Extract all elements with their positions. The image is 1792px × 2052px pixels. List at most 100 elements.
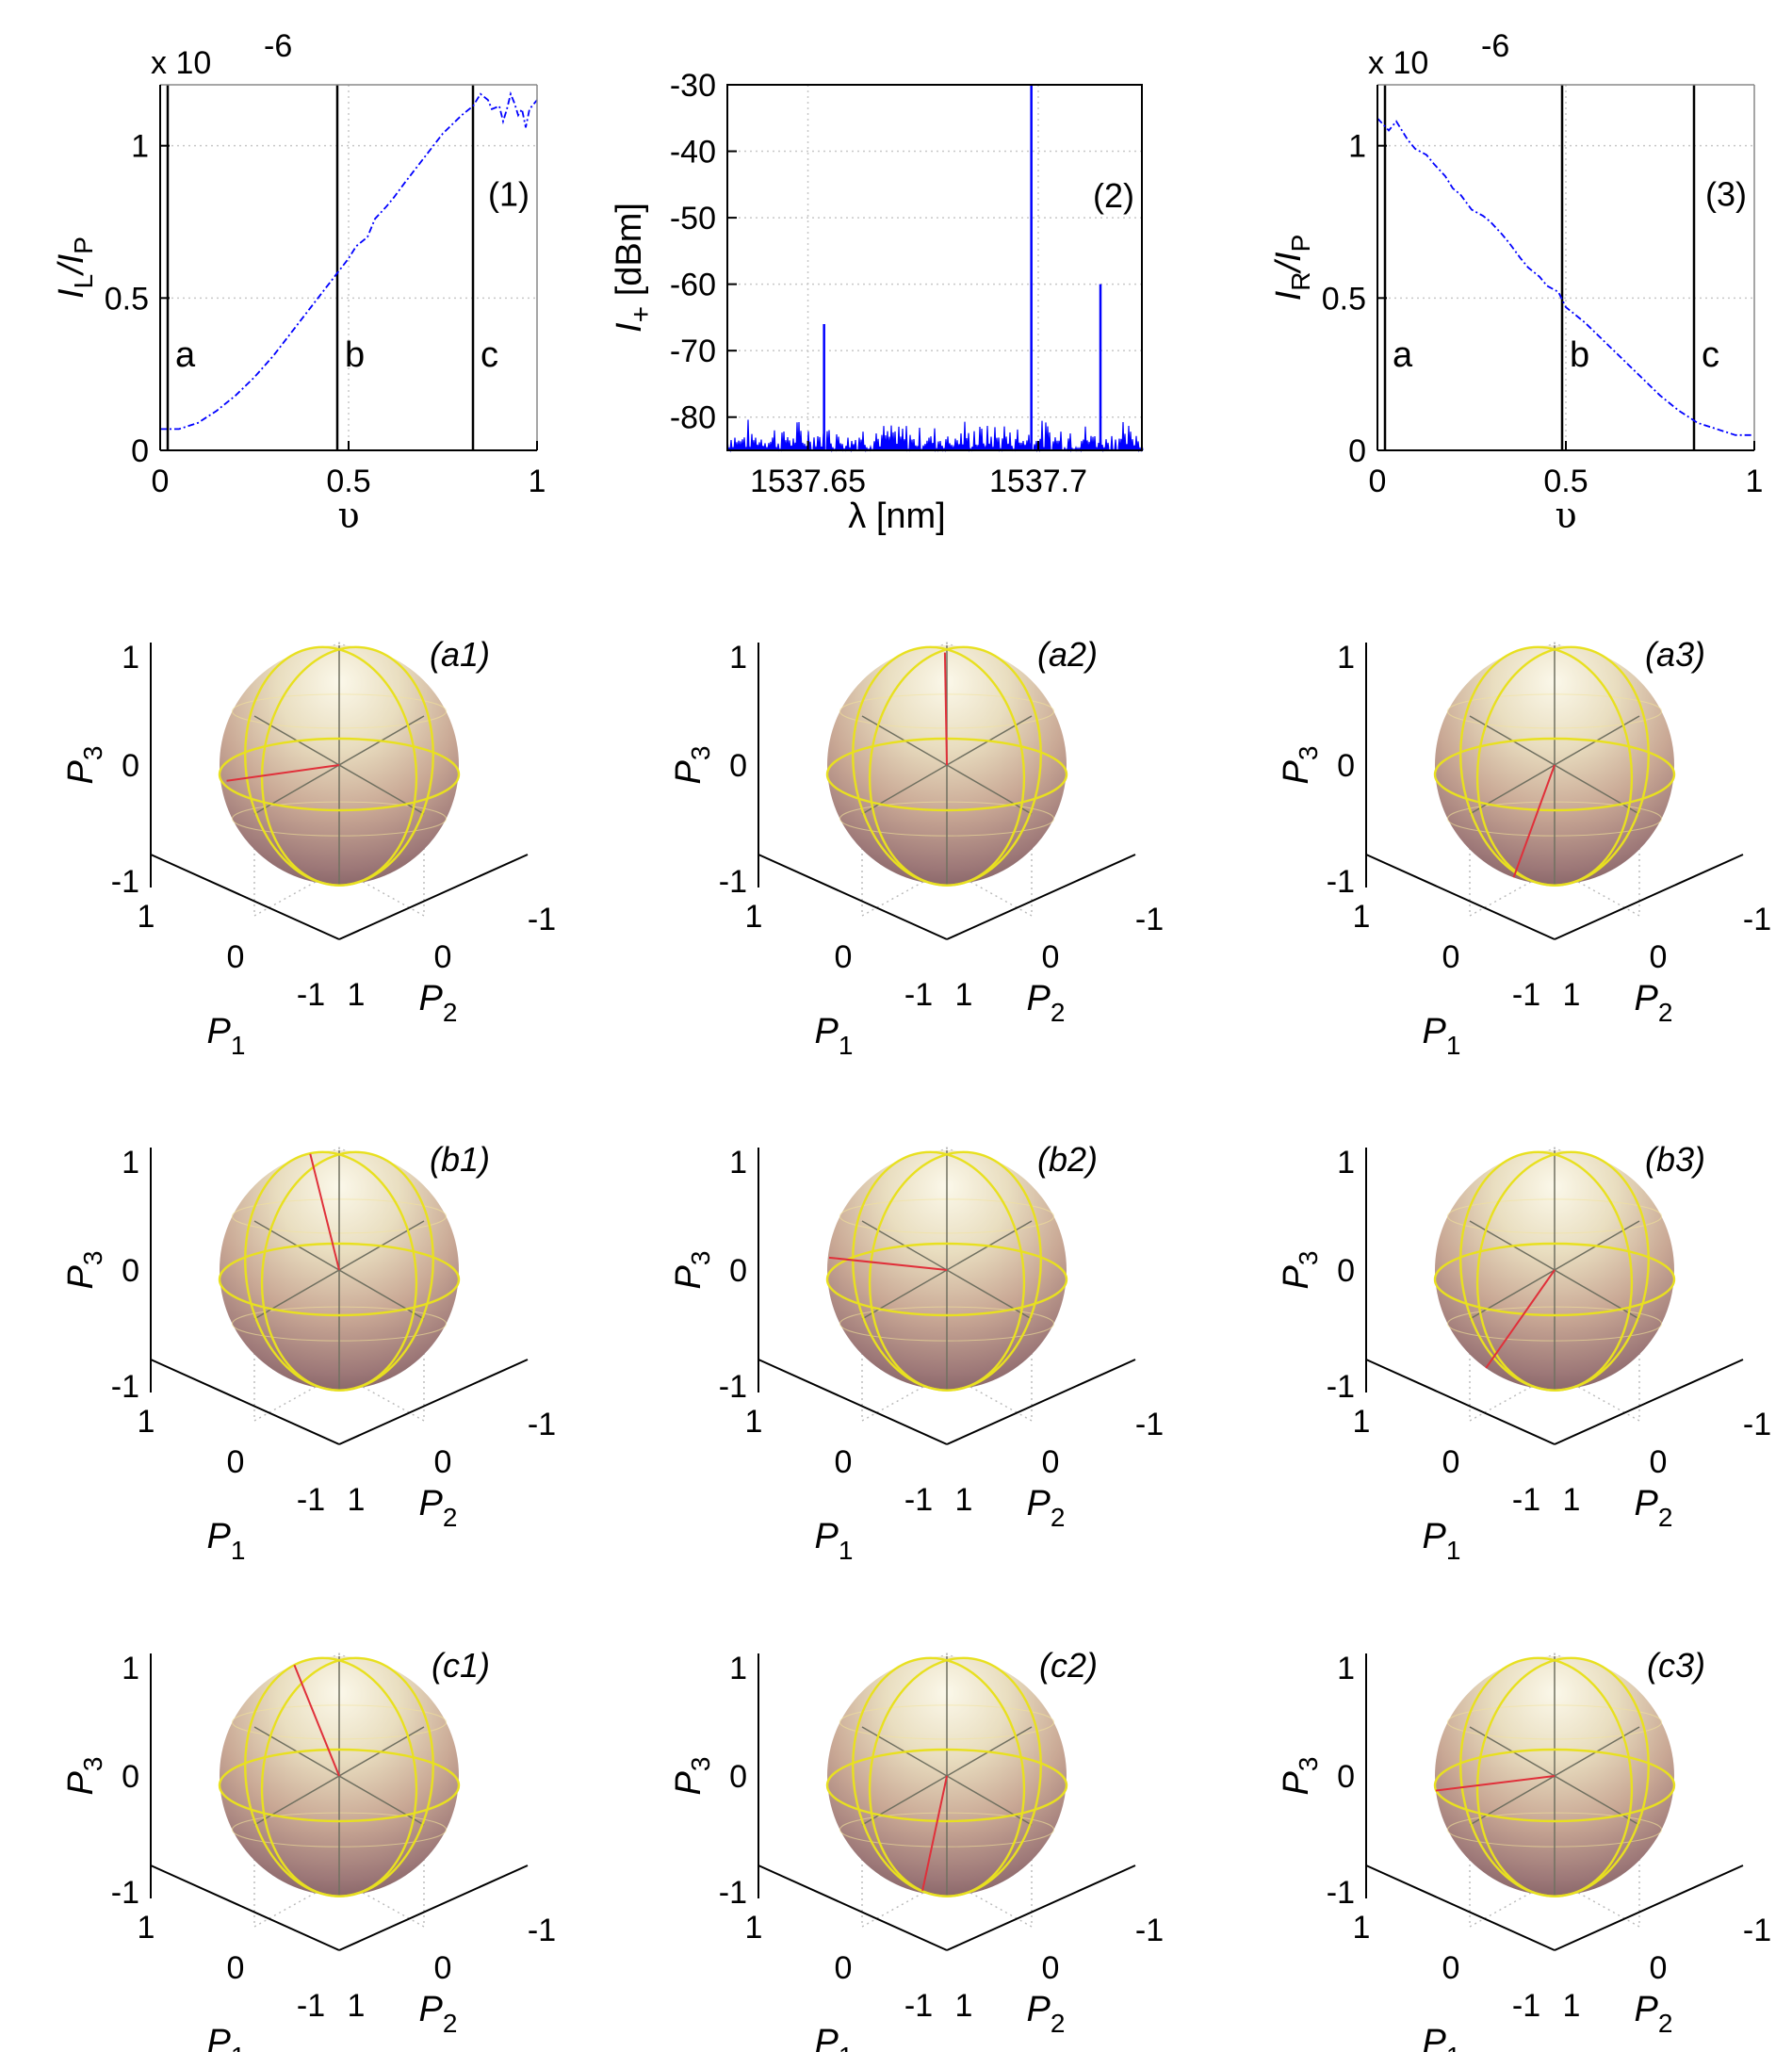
p3-tick-label: -1 (719, 1369, 747, 1405)
p3-tick-label: -1 (111, 864, 139, 900)
p3-tick-label: -1 (1327, 864, 1355, 900)
y-tick-label: -80 (670, 400, 716, 436)
y-axis-label: IR/IP (1269, 235, 1315, 301)
p3-tick-label: 0 (122, 748, 139, 784)
p2-axis-label: P2 (1635, 1990, 1673, 2038)
p3-tick-label: 0 (122, 1759, 139, 1795)
y-tick-label: -70 (670, 334, 716, 369)
p3-tick-label: -1 (111, 1875, 139, 1911)
p2-tick-label: -1 (1135, 1913, 1164, 1948)
marker-label: b (345, 335, 365, 375)
x-tick-label: 0.5 (1543, 464, 1588, 499)
axis-p2 (946, 854, 1136, 940)
stokes-vector (1512, 764, 1556, 878)
p3-tick-label: 0 (1337, 748, 1355, 784)
p2-axis-label: P2 (419, 979, 458, 1027)
p3-tick-label: 0 (122, 1253, 139, 1289)
p1-tick-label: -1 (1512, 977, 1540, 1013)
p2-axis-label: P2 (1635, 1484, 1673, 1532)
marker-label: c (481, 335, 498, 375)
series-line (160, 90, 538, 431)
marker-label: a (1393, 335, 1413, 375)
p2-tick-label: 1 (1563, 1988, 1581, 2024)
p1-tick-label: 0 (835, 1444, 853, 1480)
panel-tag: (c1) (432, 1646, 490, 1685)
p2-tick-label: -1 (1743, 902, 1771, 937)
plot-frame (726, 84, 1143, 451)
x-axis-label: υ (1555, 495, 1576, 536)
p1-axis-label: P1 (207, 1012, 246, 1060)
p2-tick-label: 0 (434, 1950, 452, 1986)
equator-circle (825, 1748, 1068, 1823)
p2-tick-label: 0 (1042, 1950, 1060, 1986)
p3-tick-label: 1 (729, 640, 747, 676)
p3-tick-label: -1 (719, 1875, 747, 1911)
p2-tick-label: 1 (348, 1988, 366, 2024)
p2-tick-label: 1 (955, 977, 973, 1013)
axis-p2 (946, 1865, 1136, 1951)
panel-tag: (b1) (430, 1140, 490, 1179)
axis-p1 (150, 1865, 340, 1951)
p1-tick-label: -1 (297, 977, 325, 1013)
p1-tick-label: 0 (1442, 1950, 1460, 1986)
p2-tick-label: 0 (434, 1444, 452, 1480)
meridian-circle (1475, 1656, 1650, 1897)
panel-tag: (a1) (430, 635, 490, 674)
p2-tick-label: -1 (1743, 1407, 1771, 1442)
p3-tick-label: 1 (1337, 1651, 1355, 1686)
axis-p2 (1554, 1865, 1744, 1951)
panel-tag: (2) (1093, 176, 1134, 215)
p1-tick-label: 0 (227, 1444, 245, 1480)
p3-tick-label: 1 (122, 640, 139, 676)
stokes-vector (828, 1256, 948, 1271)
p1-axis-label: P1 (1423, 2023, 1461, 2052)
axis-p1 (758, 1865, 948, 1951)
panel-tag: (b2) (1037, 1140, 1098, 1179)
p1-tick-label: 0 (835, 1950, 853, 1986)
p1-tick-label: -1 (297, 1482, 325, 1518)
p2-tick-label: -1 (1743, 1913, 1771, 1948)
p2-tick-label: 0 (1042, 939, 1060, 975)
p2-axis-label: P2 (419, 1990, 458, 2038)
p3-tick-label: 1 (729, 1651, 747, 1686)
stokes-vector (921, 1775, 948, 1891)
axis-p2 (946, 1359, 1136, 1445)
plot-2-spectrum: 1537.65 1537.7 -30 -40 -50 -60 -70 -80 (2) λ [nm]… (610, 68, 1144, 536)
p2-tick-label: -1 (1135, 1407, 1164, 1442)
p3-tick-label: 0 (1337, 1759, 1355, 1795)
axis-exponent: x 10 (151, 45, 211, 81)
marker-label: b (1570, 335, 1589, 375)
p3-axis-label: P3 (61, 1757, 107, 1796)
x-tick-label: 1537.65 (750, 464, 866, 499)
p3-tick-label: -1 (719, 864, 747, 900)
p1-tick-label: 0 (227, 1950, 245, 1986)
p2-tick-label: 0 (1042, 1444, 1060, 1480)
p1-tick-label: 0 (1442, 939, 1460, 975)
axis-p2 (338, 854, 529, 940)
p3-tick-label: 0 (729, 748, 747, 784)
meridian-circle (868, 645, 1042, 887)
p2-tick-label: -1 (528, 1407, 556, 1442)
p1-tick-label: -1 (297, 1988, 325, 2024)
p3-axis-label: P3 (669, 1251, 715, 1290)
equator-circle (218, 737, 461, 812)
y-tick-label: 1 (131, 129, 149, 165)
p1-tick-label: 1 (745, 899, 763, 935)
x-tick-label: 0.5 (326, 464, 370, 499)
p3-tick-label: 1 (729, 1145, 747, 1181)
y-axis-label: I+ [dBm] (610, 203, 657, 333)
p3-tick-label: 1 (1337, 1145, 1355, 1181)
meridian-circle (1475, 1150, 1650, 1392)
p3-axis-label: P3 (669, 746, 715, 785)
marker-label: a (175, 335, 196, 375)
stokes-vector (1485, 1269, 1556, 1369)
p3-axis-label: P3 (61, 746, 107, 785)
y-tick-label: 0.5 (105, 281, 149, 317)
plot-1-intensity-left: a b c 0 0.5 1 0 0.5 1 x 10 -6 (1) υ IL/IP (52, 28, 546, 536)
p1-axis-label: P1 (1423, 1012, 1461, 1060)
x-tick-label: 1537.7 (989, 464, 1087, 499)
p1-tick-label: -1 (1512, 1988, 1540, 2024)
